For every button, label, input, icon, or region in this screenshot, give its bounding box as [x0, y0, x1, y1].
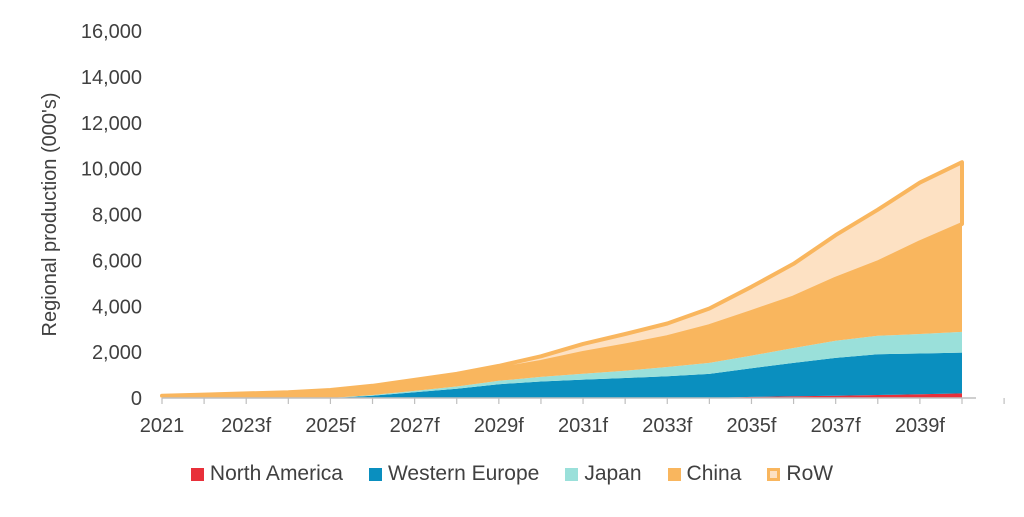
area-series-group	[160, 160, 964, 398]
legend-label: RoW	[786, 462, 834, 485]
legend-swatch	[368, 467, 382, 481]
legend-swatch	[190, 467, 204, 481]
legend-swatch	[767, 467, 781, 481]
x-tick-label: 2023f	[221, 415, 271, 437]
legend-item: Western Europe	[368, 462, 540, 486]
legend-swatch	[667, 467, 681, 481]
y-tick-label: 10,000	[81, 159, 142, 181]
legend-label: China	[686, 462, 742, 485]
x-axis: 2021 2023f 2025f 2027f 2029f 2031f 2033f 2035f 2…	[140, 397, 1005, 437]
area-china	[162, 224, 962, 398]
x-tick-label: 2035f	[726, 415, 776, 437]
x-tick-label: 2037f	[811, 415, 861, 437]
x-tick-label: 2029f	[474, 415, 524, 437]
legend-item: RoW	[767, 462, 833, 486]
x-tick-label: 2021	[140, 415, 185, 437]
legend-item: North America	[190, 462, 343, 486]
area-north-america	[162, 393, 962, 398]
area-western-europe	[162, 352, 962, 398]
y-axis: 0 2,000 4,000 6,000 8,000 10,000 12,000 14,000 1…	[81, 21, 142, 410]
x-tick-label: 2039f	[895, 415, 945, 437]
legend-label: Japan	[584, 462, 642, 485]
legend-item: Japan	[565, 462, 642, 486]
legend-swatch	[565, 467, 579, 481]
x-tick-label: 2025f	[305, 415, 355, 437]
stacked-area-chart: 0 2,000 4,000 6,000 8,000 10,000 12,000 14,000 1…	[39, 21, 1005, 437]
y-tick-label: 8,000	[92, 205, 142, 227]
y-tick-label: 12,000	[81, 113, 142, 135]
legend-label: North America	[209, 462, 343, 485]
area-row	[160, 160, 964, 398]
y-tick-label: 16,000	[81, 21, 142, 43]
y-tick-label: 2,000	[92, 342, 142, 364]
legend: North America Western Europe Japan China RoW	[0, 462, 1024, 486]
y-tick-label: 4,000	[92, 296, 142, 318]
y-axis-title: Regional production (000's)	[39, 93, 61, 337]
x-tick-label: 2033f	[642, 415, 692, 437]
legend-label: Western Europe	[387, 462, 540, 485]
area-japan	[162, 331, 962, 398]
x-tick-label: 2031f	[558, 415, 608, 437]
y-tick-label: 14,000	[81, 67, 142, 89]
y-tick-label: 6,000	[92, 250, 142, 272]
y-tick-label: 0	[131, 388, 142, 410]
x-tick-label: 2027f	[390, 415, 440, 437]
legend-item: China	[667, 462, 742, 486]
